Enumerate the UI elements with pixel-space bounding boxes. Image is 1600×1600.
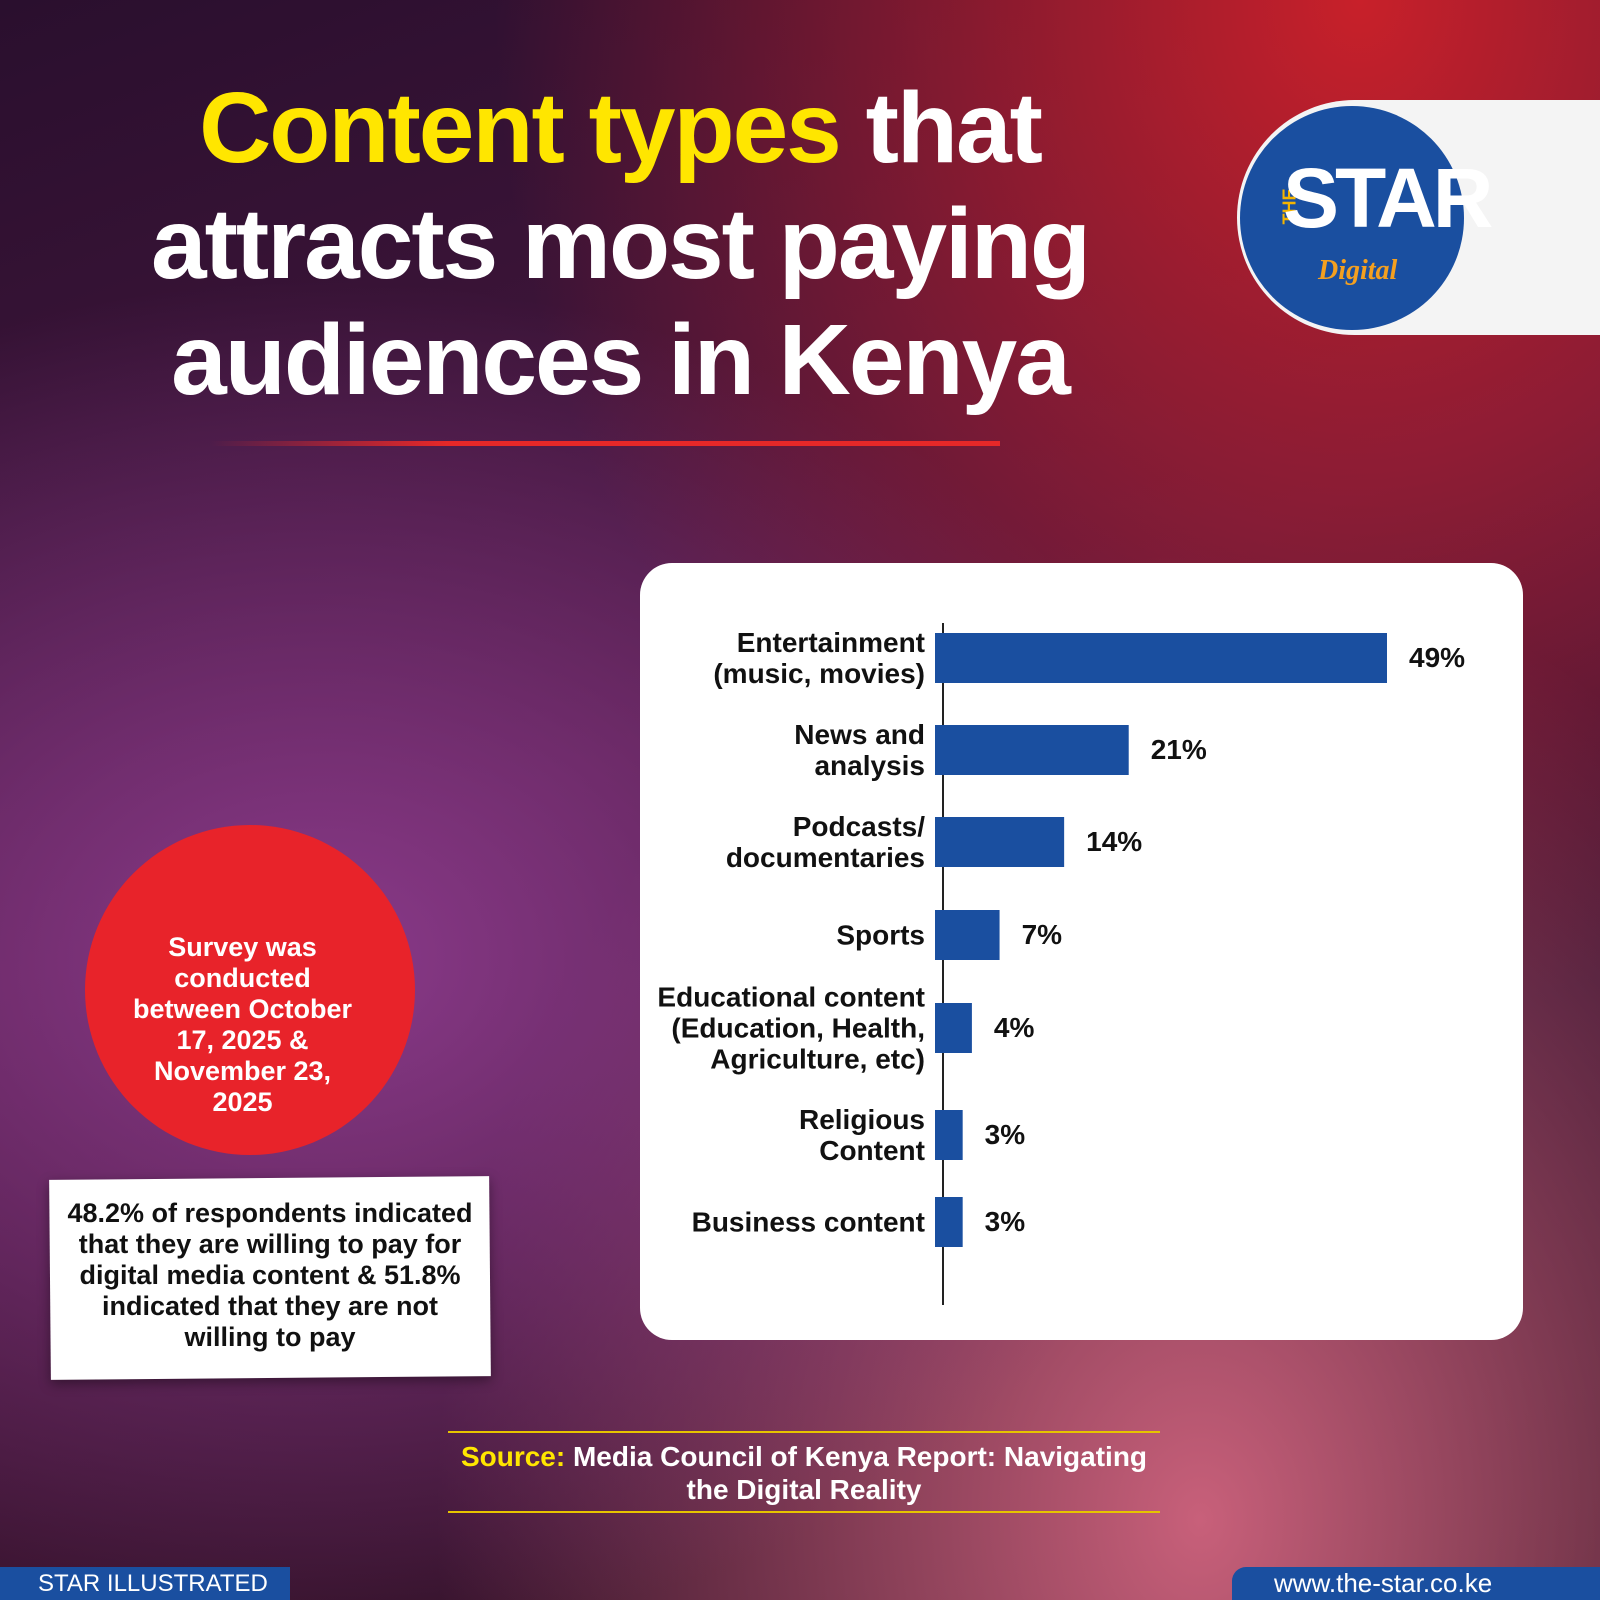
- value-label: 21%: [1150, 734, 1207, 765]
- bar: [935, 817, 1065, 867]
- category-label: Educational content (Education, Health, …: [657, 981, 925, 1075]
- title-highlight: Content types: [199, 72, 842, 184]
- source-label: Source:: [460, 1441, 566, 1472]
- sticker-text: Survey was conducted between October 17,…: [132, 932, 353, 1117]
- category-label: News and analysis: [794, 719, 925, 781]
- value-label: 7%: [1021, 919, 1063, 950]
- bar: [935, 1110, 963, 1160]
- source-text: Media Council of Kenya Report: Navigatin…: [572, 1441, 1148, 1505]
- value-label: 4%: [993, 1012, 1035, 1043]
- sticker: [85, 825, 415, 1155]
- category-label: Business content: [691, 1206, 925, 1238]
- bar: [935, 725, 1129, 775]
- bar: [935, 910, 1000, 960]
- category-label: Religious Content: [798, 1104, 925, 1166]
- divider: [210, 441, 1000, 446]
- value-label: 49%: [1409, 642, 1466, 673]
- logo-circle: [1240, 106, 1464, 330]
- value-label: 3%: [984, 1206, 1026, 1237]
- category-label: Podcasts/ documentaries: [725, 811, 925, 873]
- value-label: 14%: [1086, 826, 1143, 857]
- bar: [935, 1197, 963, 1247]
- chart-card: [640, 563, 1523, 1340]
- source: Source: Media Council of Kenya Report: N…: [448, 1440, 1160, 1506]
- source-rule: [448, 1431, 1160, 1433]
- value-label: 3%: [984, 1119, 1026, 1150]
- source-rule: [448, 1511, 1160, 1513]
- category-label: Entertainment (music, movies): [713, 627, 925, 689]
- footer-left: STAR ILLUSTRATED: [0, 1567, 290, 1600]
- logo-star: STAR: [1283, 151, 1493, 245]
- bar: [935, 633, 1387, 683]
- title-rest: that attracts most paying audiences in K…: [150, 72, 1091, 416]
- bar: [935, 1003, 972, 1053]
- footer-right: www.the-star.co.ke: [1232, 1567, 1600, 1600]
- logo-digital: Digital: [1318, 255, 1398, 286]
- note-text: 48.2% of respondents indicated that they…: [67, 1198, 473, 1352]
- title: Content types that attracts most paying …: [100, 70, 1140, 418]
- category-label: Sports: [836, 919, 925, 951]
